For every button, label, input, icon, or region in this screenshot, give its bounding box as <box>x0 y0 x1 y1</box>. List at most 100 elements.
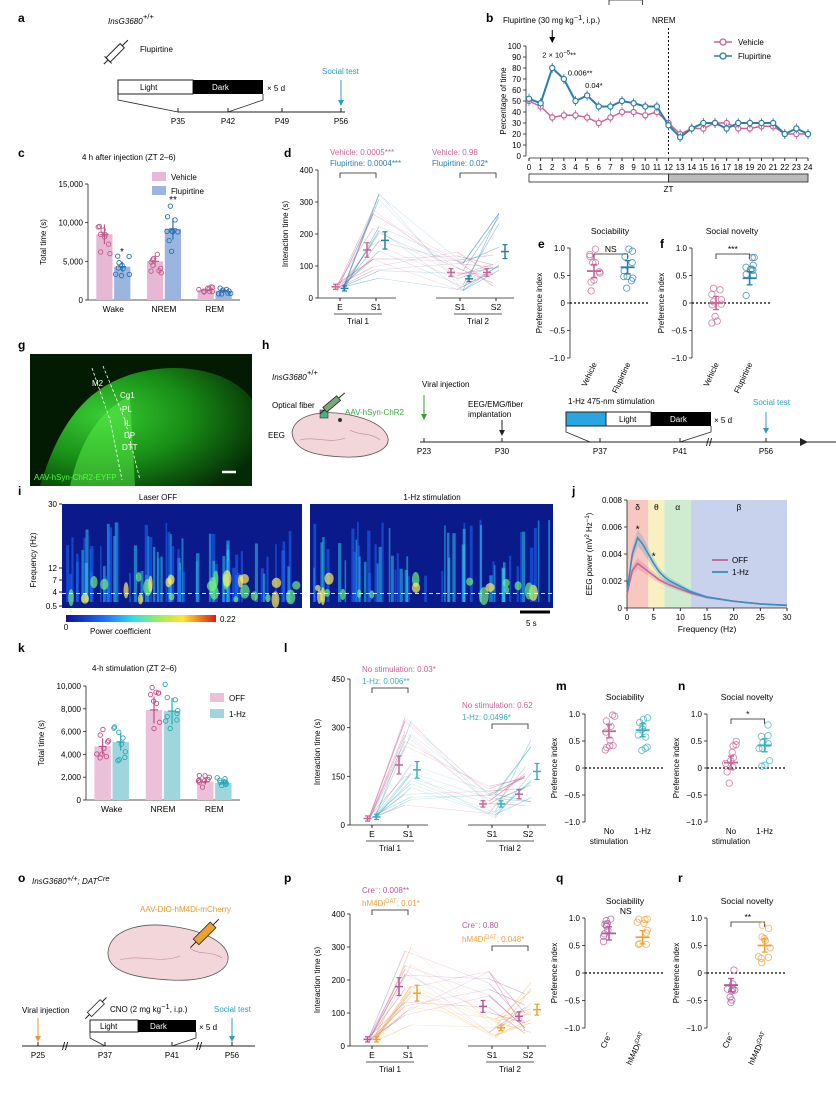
data-point <box>761 761 769 770</box>
individual-line <box>374 946 412 1038</box>
data-point <box>676 134 684 141</box>
data-point <box>150 698 157 704</box>
timeline-tick-label: P23 <box>417 447 432 456</box>
annotation-part: Cre <box>362 886 375 895</box>
spectrogram <box>310 504 553 608</box>
spectrogram-burst <box>232 567 236 602</box>
bar <box>215 782 232 800</box>
chart-title: Social novelty <box>721 692 774 702</box>
y-tick-label: −1.0 <box>564 1024 580 1033</box>
individual-line <box>374 773 412 820</box>
data-point <box>101 234 108 240</box>
spectrogram-hotspot <box>504 586 510 594</box>
data-point <box>164 228 170 234</box>
annotation-part: hM4Di <box>362 899 385 908</box>
y-axis-label: Percentage of time <box>499 67 508 135</box>
spectrogram-hotspot <box>100 578 109 590</box>
y-tick-label: 400 <box>300 166 314 175</box>
individual-line <box>372 251 458 268</box>
y-tick-label: 450 <box>332 675 346 684</box>
individual-line <box>410 1007 496 1019</box>
y-tick-label: 0.5 <box>676 272 688 281</box>
individual-line <box>488 803 526 806</box>
individual-line <box>374 992 412 1039</box>
panel-letter: r <box>678 871 683 885</box>
x-tick-label: 7 <box>608 163 613 172</box>
y-tick-label: 30 <box>512 119 521 128</box>
x-tick-label: NREM <box>151 304 176 314</box>
panel-h: h InsG3680 +/+ Optical fiber AAV-hSyn-Ch… <box>262 338 836 458</box>
implant-label-2: implantation <box>468 410 511 419</box>
spectrogram-burst <box>394 569 397 602</box>
spectrogram-hotspot <box>502 578 510 587</box>
data-point <box>196 772 202 779</box>
data-point <box>618 108 626 116</box>
timeline-tick-label: P56 <box>759 447 774 456</box>
significance-label: ** <box>744 912 751 922</box>
data-point <box>97 732 103 738</box>
individual-line <box>374 799 412 818</box>
light-label: Light <box>100 1022 118 1031</box>
data-point <box>99 751 105 757</box>
x-tick-label: Flupirtine <box>610 361 632 395</box>
annotation: hM4DiDAT: 0.01* <box>362 899 420 908</box>
x-tick-label: Cre− <box>599 1031 614 1050</box>
spectrogram-burst <box>452 533 456 602</box>
virus-label: AAV-hSyn-ChR2 <box>345 408 405 417</box>
panel-a: a InsG3680 +/+ Flupirtine Light Dark × 5… <box>18 11 360 126</box>
individual-line <box>374 787 412 818</box>
spectrogram-burst <box>75 561 79 602</box>
individual-line <box>372 259 458 261</box>
individual-line <box>410 1024 496 1028</box>
panel-j: j δ θ α β 0 0.002 0.004 0.006 0.008 EEG power (mV… <box>571 484 792 634</box>
trial-label: Trial 2 <box>499 1065 521 1074</box>
scale-label: 5 s <box>526 619 537 628</box>
data-point <box>217 777 223 783</box>
individual-line <box>378 250 464 287</box>
spectrogram-burst <box>406 556 409 602</box>
spectrogram-burst <box>263 573 266 602</box>
individual-line <box>494 798 532 803</box>
data-point <box>111 724 118 730</box>
x-tick-label: 2 <box>550 163 555 172</box>
svg-text://: // <box>196 1041 203 1053</box>
x-tick-label: S2 <box>523 829 534 839</box>
panel-p: p 0 100 200 300 400 Interaction time (s) E S1 S1… <box>284 871 546 1074</box>
spectrogram-hotspot <box>514 581 522 591</box>
y-axis-label: Preference index <box>672 738 681 798</box>
individual-line <box>372 209 458 273</box>
y-axis-label: Interaction time (s) <box>281 201 290 268</box>
individual-line <box>368 734 406 821</box>
data-point <box>103 753 110 760</box>
spectrogram-burst <box>521 531 526 602</box>
spectrogram-hotspot <box>148 575 153 593</box>
x-tick-label: 20 <box>729 613 738 622</box>
frequency-band <box>627 500 649 608</box>
spectrogram-burst <box>140 570 144 602</box>
x-tick-label: 15 <box>699 163 708 172</box>
spectrogram-burst <box>548 520 551 602</box>
spectrogram-hotspot <box>167 574 175 585</box>
x-tick-label: REM <box>205 304 224 314</box>
individual-line <box>374 990 412 1041</box>
timeline-tick-label: P41 <box>673 447 688 456</box>
spectrogram-burst <box>396 553 399 602</box>
data-point <box>628 247 637 255</box>
timeline-tick-label: P35 <box>171 117 186 126</box>
data-point <box>726 993 734 1001</box>
data-point <box>96 223 103 230</box>
dark-label: Dark <box>670 415 688 424</box>
timeline-tick-label: P41 <box>165 1051 180 1060</box>
spectrogram-hotspot <box>68 589 74 607</box>
individual-line <box>404 965 490 996</box>
individual-line <box>488 788 526 792</box>
y-axis-label: Preference index <box>672 943 681 1003</box>
data-point <box>101 745 107 752</box>
individual-line <box>372 213 458 268</box>
individual-line <box>494 1013 532 1022</box>
panel-i: i Laser OFF 1-Hz stimulation Frequency (… <box>18 484 553 636</box>
individual-line <box>342 270 380 287</box>
individual-line <box>404 717 490 797</box>
data-point <box>209 288 216 295</box>
individual-line <box>488 995 526 1029</box>
